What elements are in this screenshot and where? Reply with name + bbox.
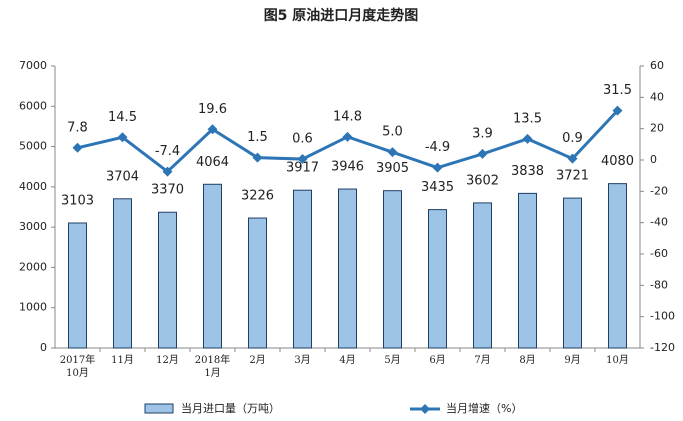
x-tick-label: 5月: [384, 355, 401, 366]
x-tick-label: 2月: [249, 355, 266, 366]
legend-marker: [420, 404, 430, 414]
y2-tick-label: -60: [650, 247, 668, 260]
line-value-label: 3.9: [472, 126, 493, 141]
y-tick-label: 1000: [19, 301, 47, 314]
line-value-label: -4.9: [425, 140, 450, 155]
line-value-label: 19.6: [198, 102, 227, 117]
bar-value-label: 3946: [331, 160, 364, 175]
bar-value-label: 3905: [376, 161, 409, 176]
y-tick-label: 3000: [19, 220, 47, 233]
legend-label: 当月增速（%）: [446, 401, 522, 415]
y-tick-label: 5000: [19, 140, 47, 153]
y2-tick-label: 20: [650, 122, 664, 135]
bar: [338, 188, 357, 349]
line-marker: [432, 162, 443, 173]
y2-tick-label: -120: [650, 341, 675, 354]
x-tick-label: 8月: [519, 355, 536, 366]
bar-value-label: 3370: [151, 183, 184, 198]
x-tick-label: 2018年 1月: [194, 355, 231, 379]
y-tick-label: 7000: [19, 59, 47, 72]
line-value-label: 0.6: [292, 132, 313, 147]
bar: [563, 197, 582, 349]
x-tick-label: 7月: [474, 355, 491, 366]
line-marker: [72, 142, 83, 153]
x-tick-label: 11月: [111, 355, 134, 366]
y2-tick-label: 40: [650, 90, 664, 103]
bar: [113, 198, 132, 349]
line-marker: [522, 133, 533, 144]
line-value-label: -7.4: [155, 144, 180, 159]
bar: [473, 202, 492, 349]
bar: [383, 190, 402, 349]
line-marker: [612, 105, 623, 116]
chart-title: 图5 原油进口月度走势图: [264, 7, 419, 24]
y2-tick-label: 0: [650, 153, 657, 166]
x-tick-label: 10月: [606, 355, 629, 366]
line-value-label: 7.8: [67, 120, 88, 135]
bar: [518, 192, 537, 349]
y2-tick-label: -100: [650, 310, 675, 323]
bar-value-label: 3435: [421, 180, 454, 195]
legend-label: 当月进口量（万吨）: [181, 401, 280, 415]
x-tick-label: 4月: [339, 355, 356, 366]
line-marker: [117, 132, 128, 143]
line-marker: [162, 166, 173, 177]
bar-value-label: 3226: [241, 189, 274, 204]
bar-value-label: 3704: [106, 169, 139, 184]
y2-tick-label: 60: [650, 59, 664, 72]
x-tick-label: 6月: [429, 355, 446, 366]
bar: [293, 189, 312, 349]
x-tick-label: 9月: [564, 355, 581, 366]
legend-swatch: [144, 403, 174, 414]
line-marker: [297, 154, 308, 165]
line-value-label: 14.5: [108, 110, 137, 125]
line-value-label: 1.5: [247, 130, 268, 145]
line-marker: [252, 152, 263, 163]
bar-value-label: 4064: [196, 155, 229, 170]
bar-value-label: 3838: [511, 164, 544, 179]
y-tick-label: 0: [40, 341, 47, 354]
bar: [158, 211, 177, 349]
x-tick-label: 2017年 10月: [59, 355, 96, 379]
line-value-label: 31.5: [603, 83, 632, 98]
bar-value-label: 3917: [286, 161, 319, 176]
y2-tick-label: -80: [650, 278, 668, 291]
bar: [428, 209, 447, 349]
line-value-label: 13.5: [513, 111, 542, 126]
bar-value-label: 3103: [61, 193, 94, 208]
y2-tick-label: -20: [650, 184, 668, 197]
y2-tick-label: -40: [650, 216, 668, 229]
line-marker: [477, 148, 488, 159]
line-value-label: 0.9: [562, 131, 583, 146]
bar-value-label: 3721: [556, 169, 589, 184]
bar: [68, 222, 87, 349]
line-value-label: 5.0: [382, 125, 403, 140]
line-marker: [387, 147, 398, 158]
line-value-label: 14.8: [333, 109, 362, 124]
y-tick-label: 6000: [19, 99, 47, 112]
x-tick-label: 3月: [294, 355, 311, 366]
bar: [248, 217, 267, 349]
bar: [608, 183, 627, 349]
y-tick-label: 4000: [19, 180, 47, 193]
bar-value-label: 3602: [466, 173, 499, 188]
line-marker: [207, 124, 218, 135]
line-marker: [342, 131, 353, 142]
x-tick-label: 12月: [156, 355, 179, 366]
bar-value-label: 4080: [601, 154, 634, 169]
y-tick-label: 2000: [19, 260, 47, 273]
line-marker: [567, 153, 578, 164]
bar: [203, 183, 222, 349]
